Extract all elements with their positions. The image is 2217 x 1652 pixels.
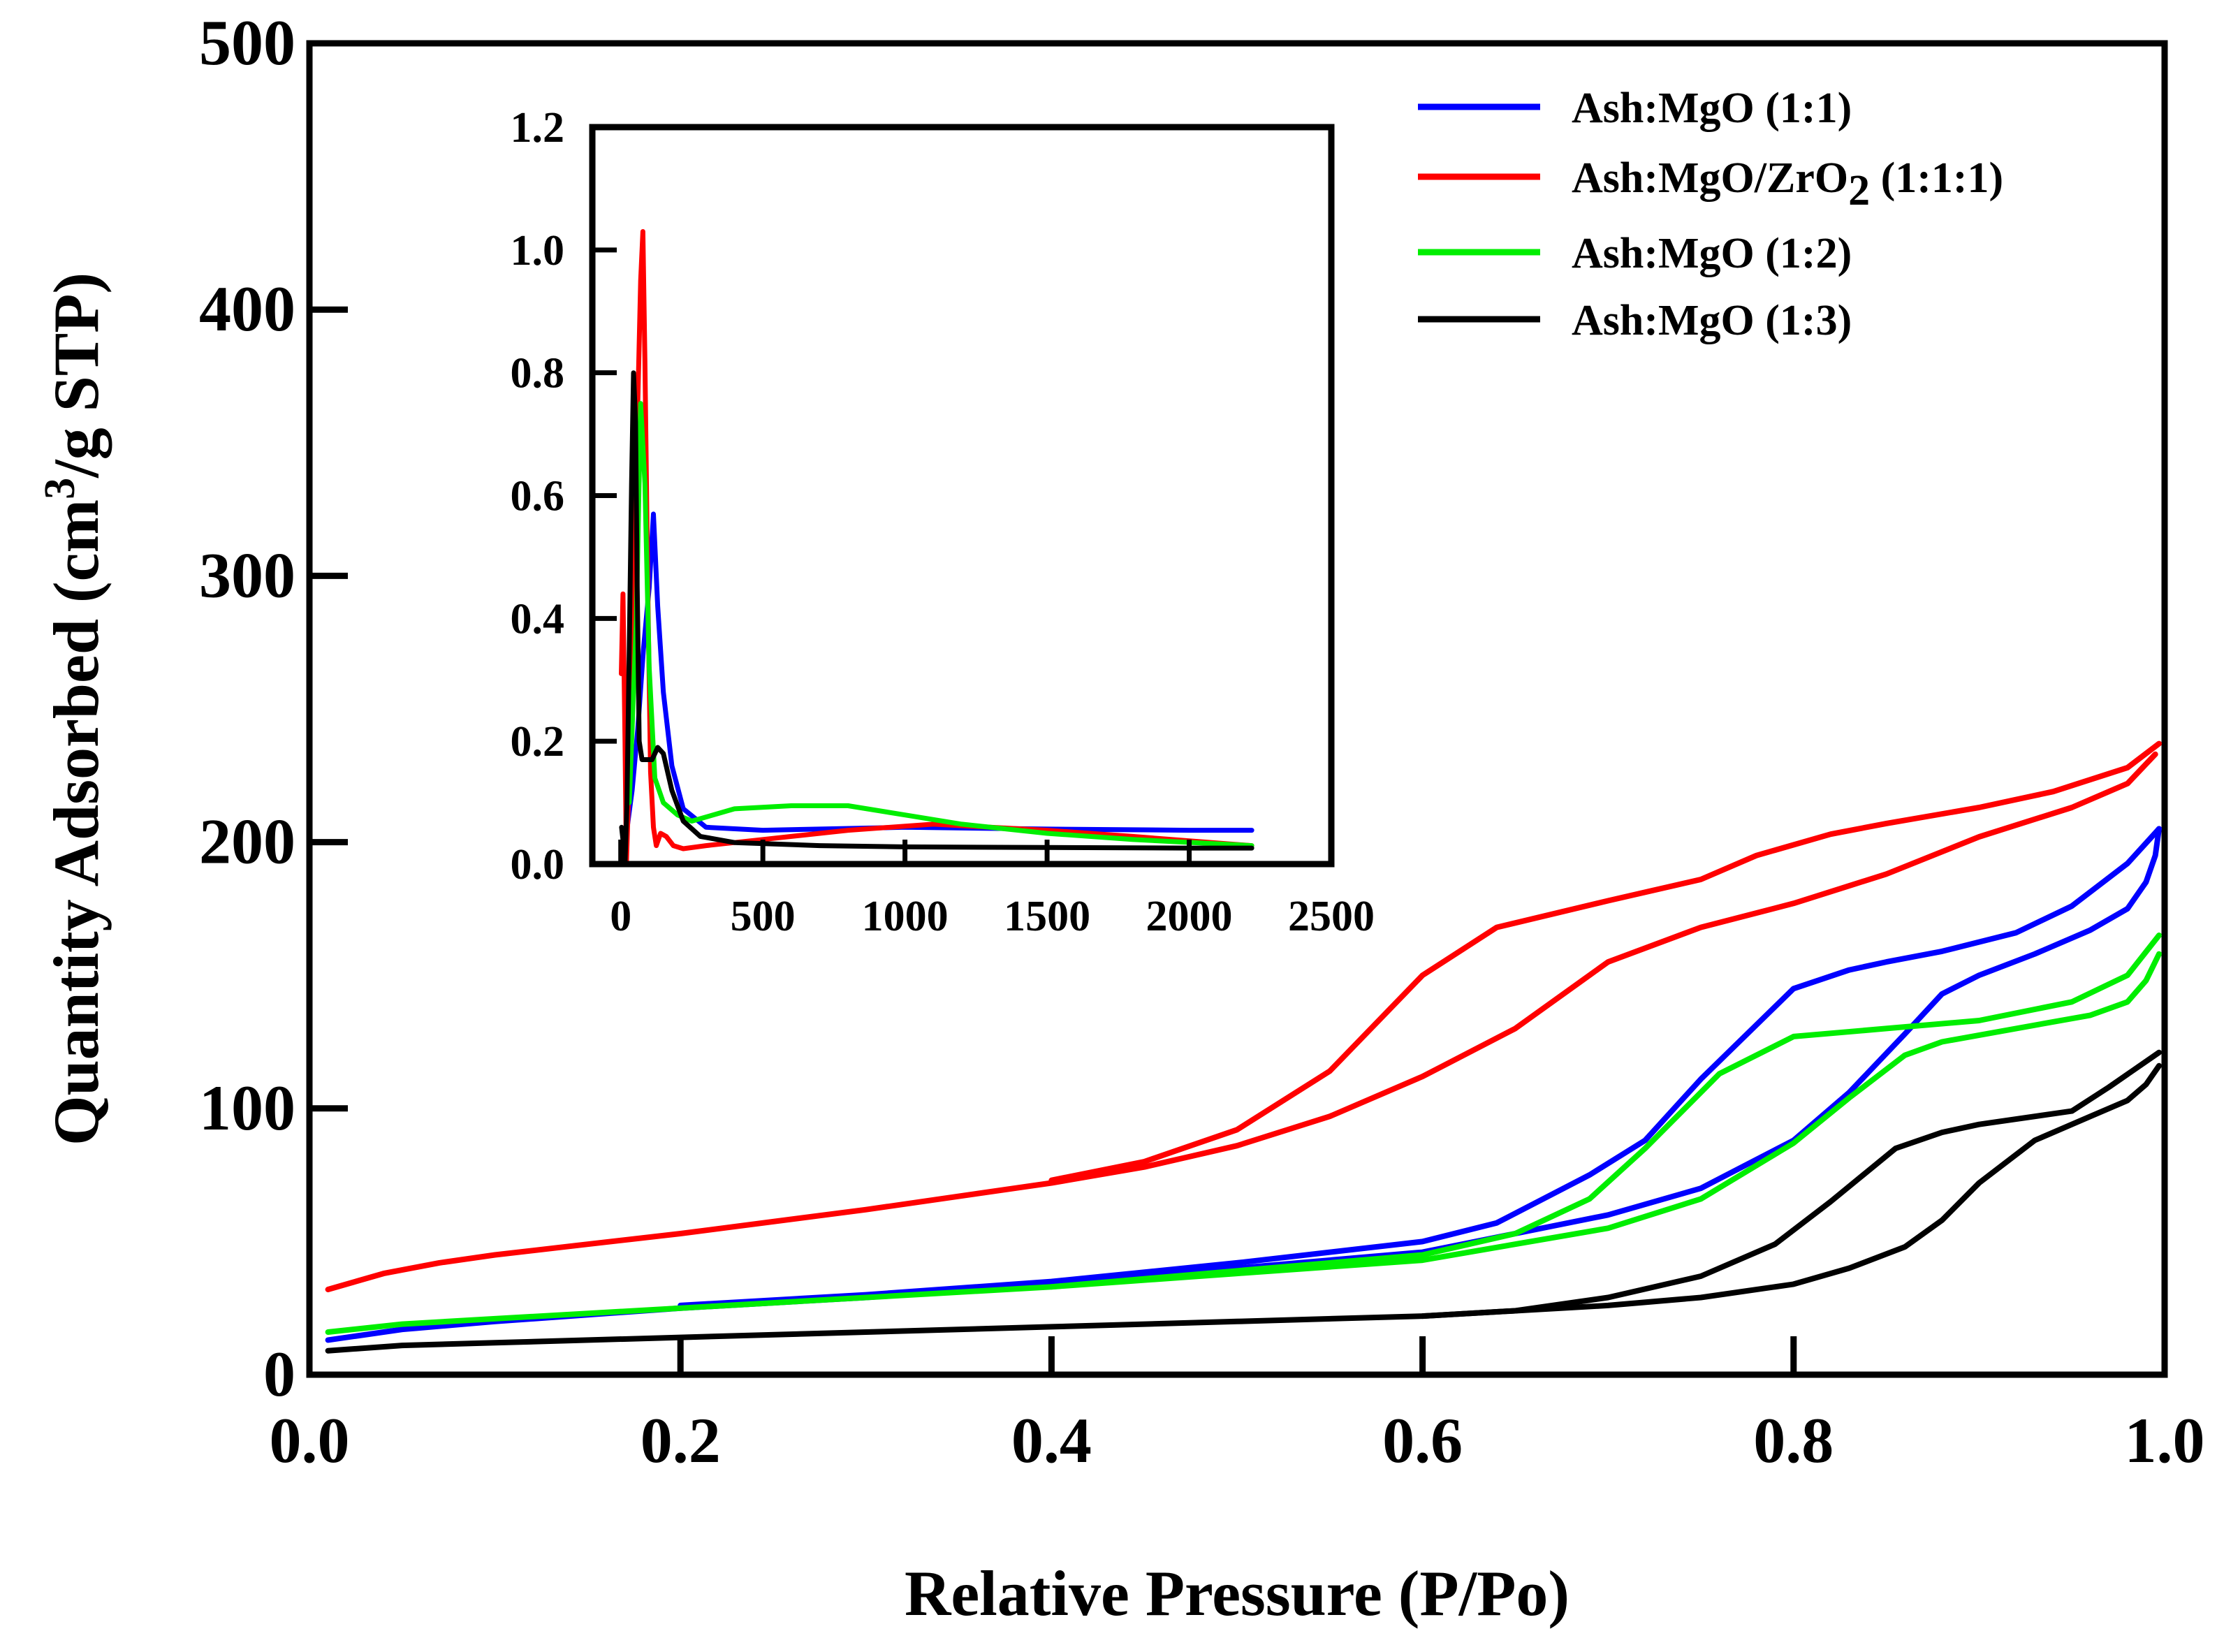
inset-y-tick-label: 0.8 [511, 350, 565, 397]
inset-y-tick-label: 0.4 [511, 595, 565, 643]
main-series-lines [325, 740, 2162, 1354]
inset-y-tick-label: 0.6 [511, 473, 565, 520]
inset-x-tick-label: 500 [731, 893, 796, 940]
main-x-tick-label: 0.8 [1753, 1405, 1834, 1476]
series-ash-mgo-1-3-adsorption [325, 1062, 2162, 1354]
main-y-tick-label: 500 [199, 7, 295, 78]
inset-x-tick-label: 1500 [1004, 893, 1090, 940]
inset-x-ticks: 0 500 1000 1500 2000 2500 [610, 840, 1375, 940]
main-x-tick-label: 0.0 [270, 1405, 350, 1476]
main-y-tick-label: 200 [199, 806, 295, 877]
series-ash-mgo-1-2-desorption [1048, 933, 2162, 1290]
series-ash-mgo-1-3-desorption [1419, 1049, 2162, 1320]
main-y-tick-label: 100 [199, 1072, 295, 1143]
legend-label-zro2-subscript: 2 [1848, 167, 1870, 214]
inset-x-tick-label: 2000 [1146, 893, 1233, 940]
inset-y-tick-label: 1.0 [511, 227, 565, 275]
main-y-tick-label: 300 [199, 539, 295, 611]
inset-x-tick-label: 0 [610, 893, 631, 940]
inset-y-tick-label: 0.0 [511, 841, 565, 889]
legend-label-ash-mgo-1-3: Ash:MgO (1:3) [1572, 297, 1852, 344]
inset-series-lines [619, 229, 1254, 867]
inset-y-ticks: 0.0 0.2 0.4 0.6 0.8 1.0 1.2 [511, 104, 617, 889]
inset-series-ash-mgo-1-2 [627, 401, 1254, 849]
series-ash-mgo-1-1-desorption [678, 826, 2162, 1308]
inset-x-tick-label: 2500 [1288, 893, 1375, 940]
y-axis-title-main: Quantity Adsorbed (cm [41, 499, 112, 1146]
series-ash-mgo-zro2-1-1-1-desorption [1048, 740, 2162, 1183]
inset-y-tick-label: 1.2 [511, 104, 565, 152]
main-plot-frame [306, 40, 2168, 1378]
main-x-tick-label: 0.6 [1382, 1405, 1463, 1476]
x-axis-title: Relative Pressure (P/Po) [905, 1558, 1570, 1629]
inset-series-ash-mgo-1-3 [619, 370, 1254, 867]
main-x-tick-label: 0.4 [1011, 1405, 1092, 1476]
legend-label-ash-mgo-1-2: Ash:MgO (1:2) [1572, 230, 1852, 277]
inset-frame-background [592, 127, 1331, 864]
main-x-ticks: 0.0 0.2 0.4 0.6 0.8 1.0 [270, 1336, 2205, 1476]
series-ash-mgo-zro2-1-1-1-adsorption [325, 751, 2158, 1292]
legend: Ash:MgO (1:1) Ash:MgO/ZrO2 (1:1:1) Ash:M… [1418, 85, 2003, 344]
y-axis-title-superscript: 3 [36, 478, 84, 499]
main-x-tick-label: 1.0 [2125, 1405, 2205, 1476]
series-ash-mgo-1-2-adsorption [325, 951, 2162, 1335]
main-y-tick-label: 0 [263, 1338, 295, 1410]
y-axis-title: Quantity Adsorbed (cm3/g STP) [36, 272, 112, 1146]
legend-label-zro2-ratio: (1:1:1) [1870, 154, 2003, 202]
inset-x-tick-label: 1000 [862, 893, 949, 940]
main-x-tick-label: 0.2 [641, 1405, 721, 1476]
y-axis-title-unit: /g STP) [41, 272, 112, 478]
legend-label-zro2-main: Ash:MgO/ZrO [1572, 154, 1848, 202]
main-y-tick-label: 400 [199, 273, 295, 344]
legend-label-ash-mgo-1-1: Ash:MgO (1:1) [1572, 85, 1852, 132]
inset-y-tick-label: 0.2 [511, 718, 565, 766]
main-y-ticks: 0 100 200 300 400 500 [199, 7, 348, 1410]
legend-label-ash-mgo-zro2: Ash:MgO/ZrO2 (1:1:1) [1572, 154, 2003, 214]
